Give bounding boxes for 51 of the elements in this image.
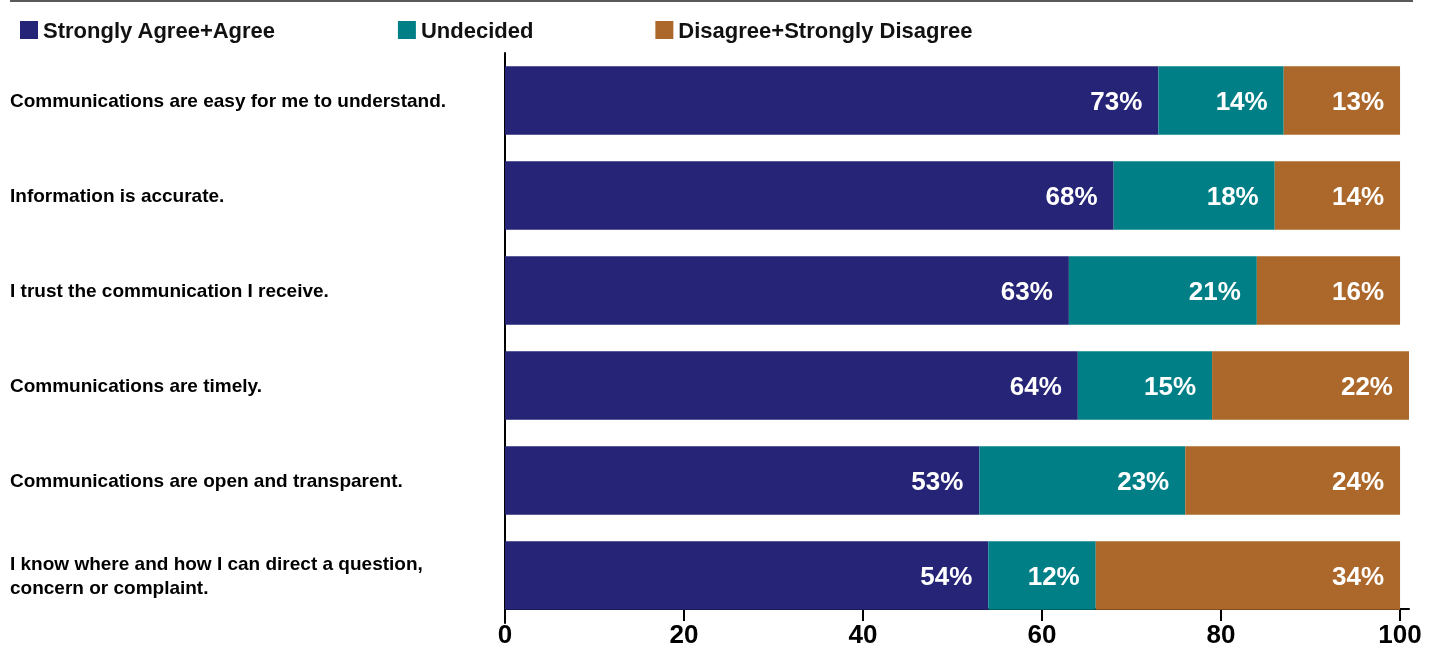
bar — [1212, 351, 1409, 420]
bar — [1185, 446, 1401, 515]
data-label: 68% — [1045, 180, 1098, 211]
y-tick-label: Communications are timely. — [10, 375, 262, 396]
bar — [505, 256, 1069, 325]
x-tick-label: 20 — [669, 619, 699, 649]
legend-label: Strongly Agree+Agree — [43, 17, 276, 43]
bar — [1274, 161, 1401, 230]
bar — [505, 446, 980, 515]
legend-label: Undecided — [420, 17, 534, 43]
data-label: 14% — [1215, 85, 1268, 116]
data-label: 16% — [1332, 275, 1385, 306]
data-label: 13% — [1332, 85, 1385, 116]
bar — [1158, 66, 1284, 135]
x-tick-label: 80 — [1206, 619, 1236, 649]
data-label: 15% — [1144, 370, 1197, 401]
x-tick-label: 40 — [848, 619, 878, 649]
data-label: 73% — [1090, 85, 1143, 116]
data-label: 64% — [1009, 370, 1062, 401]
x-tick-label: 0 — [497, 619, 513, 649]
bar — [988, 541, 1096, 610]
y-tick-label: I know where and how I can direct a question, concern or complaint. — [10, 553, 429, 598]
x-tick-label: 100 — [1378, 619, 1422, 649]
bar — [1283, 66, 1401, 135]
data-label: 14% — [1332, 180, 1385, 211]
bar — [1068, 256, 1257, 325]
bar — [979, 446, 1186, 515]
bar — [505, 161, 1114, 230]
bar — [505, 66, 1159, 135]
x-tick-label: 60 — [1027, 619, 1057, 649]
data-label: 24% — [1332, 465, 1385, 496]
data-label: 18% — [1206, 180, 1259, 211]
data-label: 54% — [920, 560, 973, 591]
data-label: 23% — [1117, 465, 1170, 496]
data-label: 63% — [1000, 275, 1053, 306]
bar — [1113, 161, 1275, 230]
y-tick-label: I trust the communication I receive. — [10, 280, 329, 301]
y-tick-label: Communications are open and transparent. — [10, 470, 403, 491]
legend-label: Disagree+Strongly Disagree — [678, 17, 973, 43]
data-label: 22% — [1340, 370, 1393, 401]
bar — [1077, 351, 1213, 420]
y-tick-label: Communications are easy for me to understand. — [10, 90, 447, 111]
bar — [1256, 256, 1401, 325]
bar — [505, 351, 1078, 420]
bar — [1095, 541, 1401, 610]
data-label: 34% — [1332, 560, 1385, 591]
data-label: 53% — [911, 465, 964, 496]
data-label: 12% — [1027, 560, 1080, 591]
data-label: 21% — [1188, 275, 1241, 306]
bar — [505, 541, 989, 610]
y-tick-label: Information is accurate. — [10, 185, 225, 206]
